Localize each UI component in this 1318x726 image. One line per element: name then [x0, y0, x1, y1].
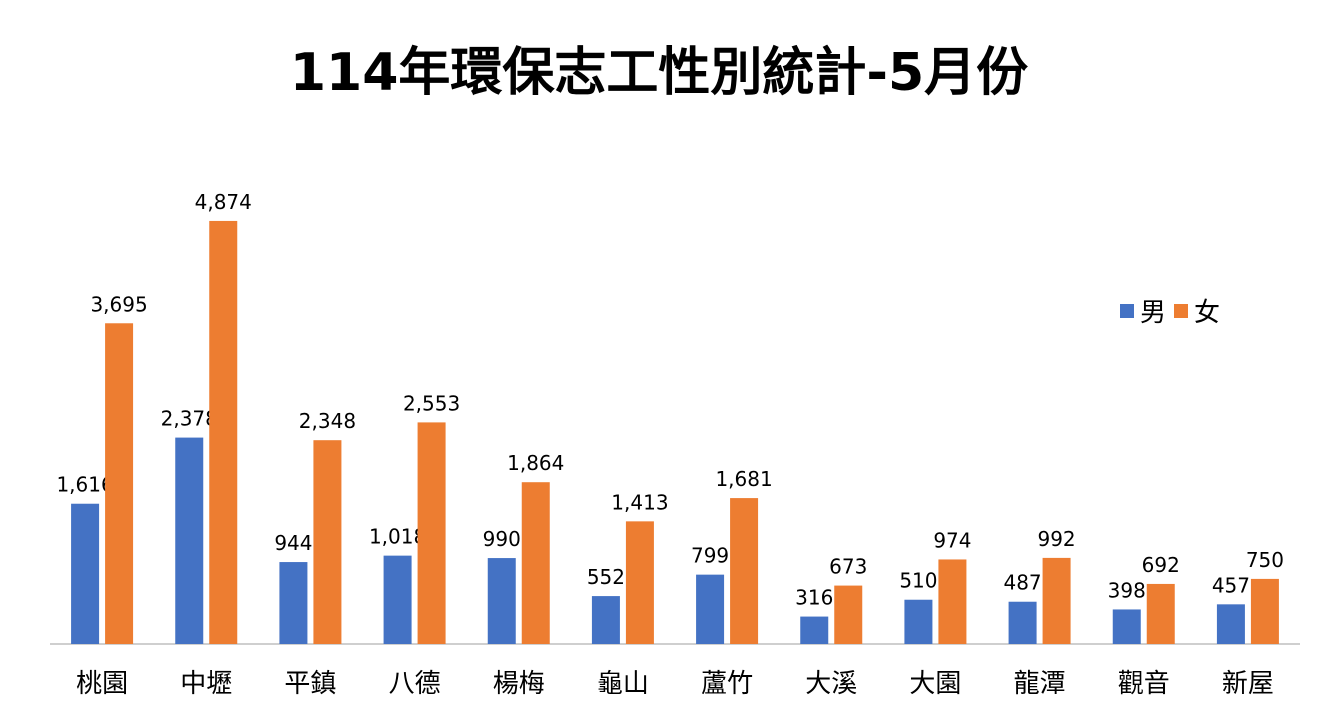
legend: 男 女	[1120, 292, 1228, 329]
x-tick-label-5: 龜山	[597, 669, 649, 699]
data-label-male-5: 552	[587, 565, 625, 589]
bar-female-7	[834, 585, 863, 644]
legend-item-male: 男	[1120, 292, 1166, 329]
bar-female-6	[730, 498, 759, 644]
x-tick-label-1: 中壢	[180, 669, 232, 699]
legend-item-female: 女	[1174, 292, 1220, 329]
bar-female-8	[938, 559, 967, 644]
data-label-male-11: 457	[1212, 573, 1250, 597]
bar-male-2	[279, 562, 308, 644]
data-label-male-10: 398	[1108, 578, 1146, 602]
legend-swatch-male	[1120, 303, 1134, 318]
data-label-male-7: 316	[795, 586, 833, 610]
data-label-female-1: 4,874	[195, 190, 252, 214]
bar-female-5	[625, 521, 654, 644]
chart-title: 114年環保志工性別統計-5月份	[289, 43, 1029, 103]
bar-female-4	[521, 482, 550, 644]
data-label-male-2: 944	[274, 531, 312, 555]
x-tick-label-8: 大園	[909, 669, 961, 699]
data-label-female-7: 673	[829, 555, 867, 579]
x-tick-label-9: 龍潭	[1014, 669, 1066, 699]
data-label-male-0: 1,616	[56, 473, 113, 497]
bar-female-11	[1250, 578, 1279, 644]
x-tick-label-3: 八德	[389, 669, 441, 699]
bar-male-10	[1112, 609, 1141, 644]
data-label-female-5: 1,413	[611, 490, 668, 514]
data-label-male-4: 990	[483, 527, 521, 551]
bar-male-0	[71, 503, 100, 644]
data-label-female-2: 2,348	[299, 409, 356, 433]
bar-male-4	[487, 558, 516, 644]
bar-female-1	[209, 220, 238, 644]
data-label-female-6: 1,681	[715, 467, 772, 491]
x-tick-label-11: 新屋	[1222, 669, 1274, 699]
data-label-male-9: 487	[1003, 571, 1041, 595]
x-tick-label-10: 觀音	[1118, 669, 1170, 699]
bar-female-0	[105, 323, 134, 644]
bar-male-1	[175, 437, 204, 644]
x-tick-label-4: 楊梅	[493, 669, 545, 699]
data-label-female-9: 992	[1037, 527, 1075, 551]
x-tick-label-0: 桃園	[76, 669, 128, 699]
data-label-female-10: 692	[1142, 553, 1180, 577]
data-label-female-0: 3,695	[90, 292, 147, 316]
bar-male-9	[1008, 601, 1037, 644]
bar-male-8	[904, 599, 933, 644]
legend-label-male: 男	[1140, 298, 1167, 328]
data-label-male-8: 510	[899, 569, 937, 593]
x-tick-label-2: 平鎮	[284, 669, 336, 699]
bar-male-11	[1216, 604, 1245, 644]
data-label-male-3: 1,018	[369, 525, 426, 549]
bar-male-5	[591, 596, 620, 644]
data-label-female-4: 1,864	[507, 451, 564, 475]
legend-swatch-female	[1174, 303, 1189, 318]
bar-male-7	[800, 616, 829, 644]
legend-label-female: 女	[1194, 298, 1221, 328]
bar-male-6	[696, 574, 725, 644]
data-label-male-6: 799	[691, 544, 729, 568]
bar-female-3	[417, 422, 446, 644]
data-label-female-11: 750	[1246, 548, 1284, 572]
data-label-male-1: 2,378	[161, 407, 218, 431]
data-label-female-3: 2,553	[403, 391, 460, 415]
bar-female-2	[313, 440, 342, 644]
bar-female-9	[1042, 557, 1071, 644]
bar-male-3	[383, 555, 412, 644]
bar-female-10	[1146, 583, 1175, 644]
x-tick-label-7: 大溪	[805, 669, 857, 699]
x-tick-label-6: 蘆竹	[701, 669, 753, 699]
data-label-female-8: 974	[933, 528, 971, 552]
